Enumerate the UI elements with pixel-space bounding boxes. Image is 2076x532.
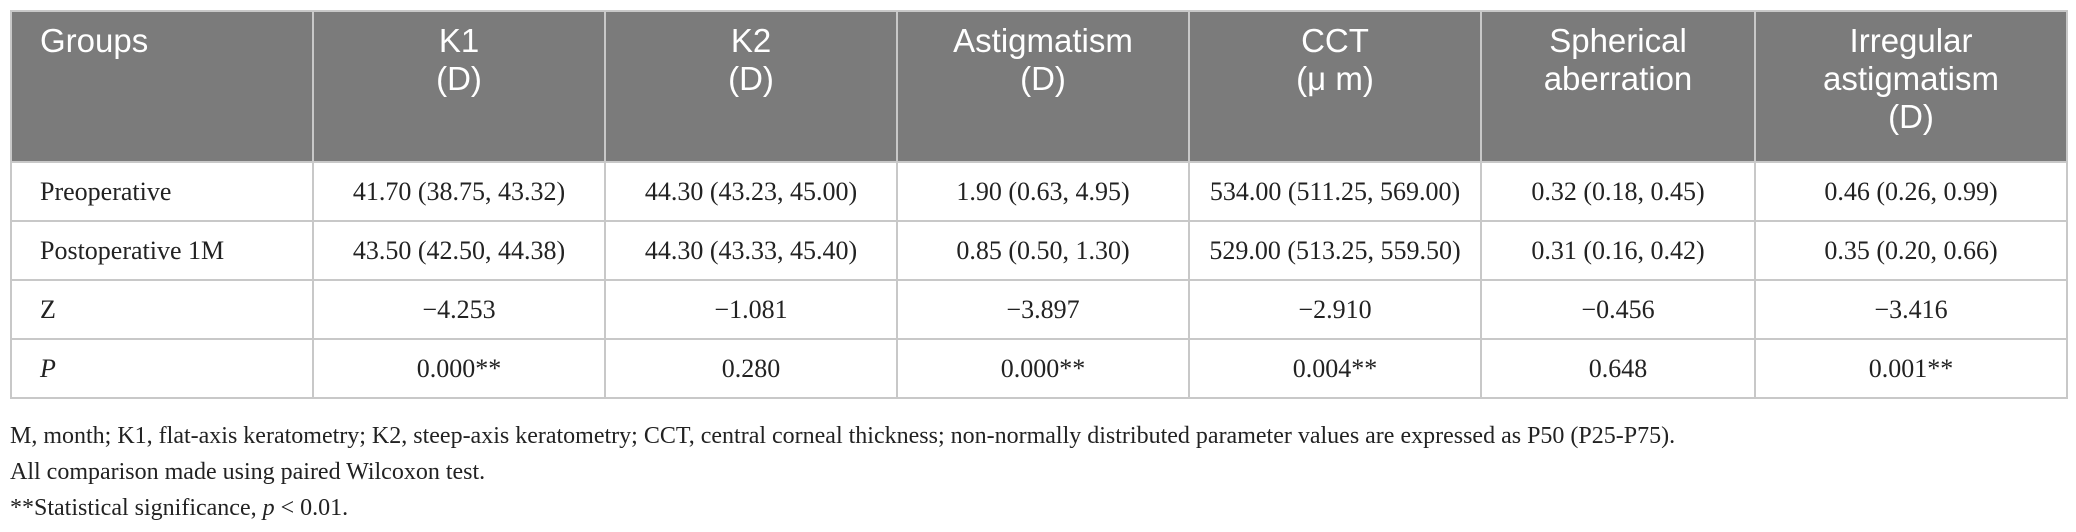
- data-table-container: Groups K1 (D) K2 (D) Astigmatism (D) CCT…: [10, 10, 2068, 399]
- header-irregular-astigmatism-line-3: (D): [1888, 98, 1934, 135]
- table-cell: 44.30 (43.23, 45.00): [604, 161, 898, 222]
- header-cct: CCT (μ m): [1188, 10, 1482, 163]
- table-cell: 0.85 (0.50, 1.30): [896, 220, 1190, 281]
- header-cct-line-1: CCT: [1301, 22, 1369, 59]
- header-astigmatism-line-1: Astigmatism: [953, 22, 1133, 59]
- row-label: P: [10, 338, 314, 399]
- data-table: Groups K1 (D) K2 (D) Astigmatism (D) CCT…: [10, 10, 2068, 399]
- table-cell: 43.50 (42.50, 44.38): [312, 220, 606, 281]
- header-k2-line-1: K2: [730, 22, 772, 59]
- footnote-significance-suffix: < 0.01.: [274, 495, 349, 521]
- table-cell: −2.910: [1188, 279, 1482, 340]
- header-spherical-aberration-line-1: Spherical: [1549, 22, 1687, 59]
- table-row-z: Z −4.253 −1.081 −3.897 −2.910 −0.456 −3.…: [10, 279, 2068, 340]
- header-k1-line-2: (D): [436, 60, 482, 97]
- header-astigmatism: Astigmatism (D): [896, 10, 1190, 163]
- table-cell: 0.46 (0.26, 0.99): [1754, 161, 2068, 222]
- table-cell: −0.456: [1480, 279, 1756, 340]
- table-cell: −3.416: [1754, 279, 2068, 340]
- header-k2-line-2: (D): [728, 60, 774, 97]
- table-cell: 1.90 (0.63, 4.95): [896, 161, 1190, 222]
- table-cell: −3.897: [896, 279, 1190, 340]
- header-irregular-astigmatism-line-1: Irregular: [1849, 22, 1973, 59]
- table-footnotes: M, month; K1, flat-axis keratometry; K2,…: [10, 418, 2066, 526]
- header-irregular-astigmatism-line-2: astigmatism: [1822, 60, 2000, 97]
- table-cell: 0.31 (0.16, 0.42): [1480, 220, 1756, 281]
- table-cell: 0.648: [1480, 338, 1756, 399]
- table-cell: 0.280: [604, 338, 898, 399]
- table-cell: −1.081: [604, 279, 898, 340]
- footnote-significance-variable: p: [262, 495, 275, 521]
- table-cell: 44.30 (43.33, 45.40): [604, 220, 898, 281]
- table-cell: 0.004**: [1188, 338, 1482, 399]
- table-cell: 0.35 (0.20, 0.66): [1754, 220, 2068, 281]
- footnote-significance-prefix: **Statistical significance,: [10, 495, 263, 521]
- table-cell: 41.70 (38.75, 43.32): [312, 161, 606, 222]
- table-cell: 0.001**: [1754, 338, 2068, 399]
- table-cell: 0.000**: [896, 338, 1190, 399]
- header-groups-line-1: Groups: [40, 22, 149, 59]
- row-label: Postoperative 1M: [10, 220, 314, 281]
- table-row-postoperative: Postoperative 1M 43.50 (42.50, 44.38) 44…: [10, 220, 2068, 281]
- footnote-test-method: All comparison made using paired Wilcoxo…: [10, 459, 486, 485]
- header-irregular-astigmatism: Irregular astigmatism (D): [1754, 10, 2068, 163]
- footnote-significance: **Statistical significance, p < 0.01.: [10, 490, 2066, 526]
- header-spherical-aberration: Spherical aberration: [1480, 10, 1756, 163]
- row-label: Preoperative: [10, 161, 314, 222]
- header-row: Groups K1 (D) K2 (D) Astigmatism (D) CCT…: [10, 10, 2068, 163]
- table-cell: 0.32 (0.18, 0.45): [1480, 161, 1756, 222]
- table-cell: 529.00 (513.25, 559.50): [1188, 220, 1482, 281]
- header-astigmatism-line-2: (D): [1020, 60, 1066, 97]
- table-cell: −4.253: [312, 279, 606, 340]
- header-k1: K1 (D): [312, 10, 606, 163]
- header-k1-line-1: K1: [438, 22, 480, 59]
- header-spherical-aberration-line-2: aberration: [1543, 60, 1693, 97]
- header-k2: K2 (D): [604, 10, 898, 163]
- row-label: Z: [10, 279, 314, 340]
- footnote-abbreviations: M, month; K1, flat-axis keratometry; K2,…: [10, 423, 1676, 449]
- header-cct-line-2: (μ m): [1296, 60, 1374, 97]
- table-row-p: P 0.000** 0.280 0.000** 0.004** 0.648 0.…: [10, 338, 2068, 399]
- header-groups: Groups: [10, 10, 314, 163]
- table-cell: 0.000**: [312, 338, 606, 399]
- table-cell: 534.00 (511.25, 569.00): [1188, 161, 1482, 222]
- table-row-preoperative: Preoperative 41.70 (38.75, 43.32) 44.30 …: [10, 161, 2068, 222]
